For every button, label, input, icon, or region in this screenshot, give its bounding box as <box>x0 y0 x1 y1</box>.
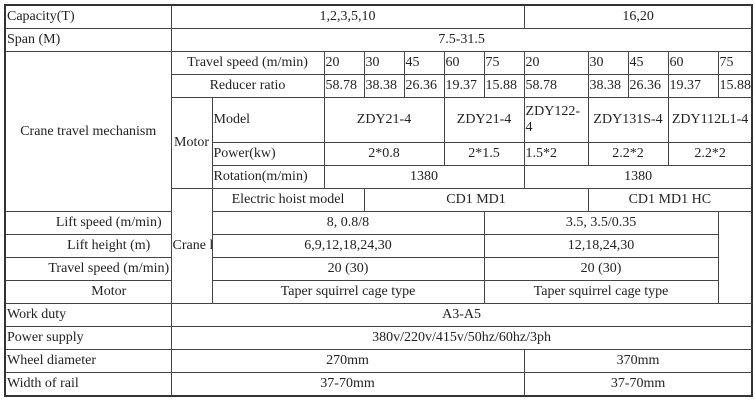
model-label: Model <box>211 97 325 143</box>
reducer-ratio-value: 19.37 <box>667 74 719 98</box>
crane-spec-table: Capacity(T) 1,2,3,5,10 16,20 Span (M) 7.… <box>4 4 754 397</box>
work-duty-row: Work duty A3-A5 <box>4 303 753 327</box>
lift-row-label: Lift speed (m/min) <box>4 211 213 235</box>
power-supply-label: Power supply <box>4 326 172 350</box>
motor-label: Motor <box>170 97 213 189</box>
power-value: 2.2*2 <box>667 142 753 166</box>
span-value: 7.5-31.5 <box>170 28 753 52</box>
lift-row-value: 20 (30) <box>483 257 719 281</box>
lift-row: Lift height (m) 6,9,12,18,24,30 12,18,24… <box>4 234 752 258</box>
capacity-value: 16,20 <box>523 4 753 29</box>
model-value: ZDY21-4 <box>443 97 525 143</box>
motor-rotation-row: Rotation(m/min) 1380 1380 <box>5 165 753 189</box>
power-supply-value: 380v/220v/415v/50hz/60hz/3ph <box>170 326 753 350</box>
work-duty-value: A3-A5 <box>170 303 753 327</box>
travel-mechanism-label: Crane travel mechanism <box>4 51 172 212</box>
lift-row-value: CD1 MD1 <box>363 188 589 212</box>
travel-speed-value: 75 <box>483 51 525 75</box>
power-label: Power(kw) <box>211 142 325 166</box>
lift-row: Lift speed (m/min) 8, 0.8/8 3.5, 3.5/0.3… <box>4 211 752 235</box>
reducer-ratio-label: Reducer ratio <box>170 74 325 98</box>
lift-row-value: CD1 MD1 HC <box>587 188 753 212</box>
reducer-ratio-value: 58.78 <box>523 74 589 98</box>
reducer-ratio-value: 38.38 <box>587 74 629 98</box>
power-value: 1.5*2 <box>523 142 589 166</box>
travel-speed-label: Travel speed (m/min) <box>170 51 325 75</box>
model-value: ZDY21-4 <box>323 97 445 143</box>
travel-speed-value: 45 <box>627 51 669 75</box>
span-label: Span (M) <box>4 28 172 52</box>
model-value: ZDY131S-4 <box>587 97 669 143</box>
rotation-value: 1380 <box>323 165 525 189</box>
motor-power-row: Power(kw) 2*0.8 2*1.5 1.5*2 2.2*2 2.2*2 <box>5 142 753 166</box>
travel-speed-value: 60 <box>667 51 719 75</box>
lift-row-value: Taper squirrel cage type <box>211 280 485 304</box>
reducer-ratio-value: 58.78 <box>323 74 365 98</box>
travel-speed-value: 75 <box>717 51 753 75</box>
reducer-ratio-value: 19.37 <box>443 74 485 98</box>
rail-width-value: 37-70mm <box>170 372 525 397</box>
reducer-ratio-value: 15.88 <box>483 74 525 98</box>
lift-row-label: Electric hoist model <box>211 188 365 212</box>
model-value: ZDY122-4 <box>523 97 589 143</box>
reducer-ratio-value: 26.36 <box>403 74 445 98</box>
reducer-ratio-value: 26.36 <box>627 74 669 98</box>
travel-speed-value: 30 <box>363 51 405 75</box>
rail-width-value: 37-70mm <box>523 372 753 397</box>
work-duty-label: Work duty <box>4 303 172 327</box>
capacity-value: 1,2,3,5,10 <box>170 4 525 29</box>
span-row: Span (M) 7.5-31.5 <box>4 28 753 52</box>
lift-row-label: Travel speed (m/min) <box>4 257 213 281</box>
lift-row-value: 6,9,12,18,24,30 <box>211 234 485 258</box>
reducer-ratio-value: 15.88 <box>717 74 753 98</box>
lift-row: Travel speed (m/min) 20 (30) 20 (30) <box>4 257 752 281</box>
travel-speed-value: 60 <box>443 51 485 75</box>
capacity-label: Capacity(T) <box>4 4 172 29</box>
wheel-diameter-label: Wheel diameter <box>4 349 172 373</box>
travel-speed-value: 45 <box>403 51 445 75</box>
power-supply-row: Power supply 380v/220v/415v/50hz/60hz/3p… <box>4 326 753 350</box>
model-value: ZDY112L1-4 <box>667 97 753 143</box>
lift-row-value: 8, 0.8/8 <box>211 211 485 235</box>
wheel-diameter-row: Wheel diameter 270mm 370mm <box>4 349 753 373</box>
power-value: 2*1.5 <box>443 142 525 166</box>
reducer-ratio-value: 38.38 <box>363 74 405 98</box>
wheel-diameter-value: 370mm <box>523 349 753 373</box>
rail-width-label: Width of rail <box>4 372 172 397</box>
rail-width-row: Width of rail 37-70mm 37-70mm <box>4 372 753 397</box>
rotation-label: Rotation(m/min) <box>211 165 325 189</box>
power-value: 2*0.8 <box>323 142 445 166</box>
travel-speed-value: 20 <box>323 51 365 75</box>
wheel-diameter-value: 270mm <box>170 349 525 373</box>
travel-speed-value: 30 <box>587 51 629 75</box>
rotation-value: 1380 <box>523 165 753 189</box>
lift-row-value: 20 (30) <box>211 257 485 281</box>
lift-row-value: 3.5, 3.5/0.35 <box>483 211 719 235</box>
capacity-row: Capacity(T) 1,2,3,5,10 16,20 <box>4 4 753 29</box>
lift-row-value: 12,18,24,30 <box>483 234 719 258</box>
lift-row: Motor Taper squirrel cage type Taper squ… <box>4 280 752 304</box>
reducer-ratio-row: Reducer ratio 58.78 38.38 26.36 19.37 15… <box>5 74 753 98</box>
lift-row-label: Motor <box>4 280 213 304</box>
travel-speed-row: Crane travel mechanism Travel speed (m/m… <box>4 51 753 212</box>
power-value: 2.2*2 <box>587 142 669 166</box>
lift-row-value: Taper squirrel cage type <box>483 280 719 304</box>
travel-speed-value: 20 <box>523 51 589 75</box>
